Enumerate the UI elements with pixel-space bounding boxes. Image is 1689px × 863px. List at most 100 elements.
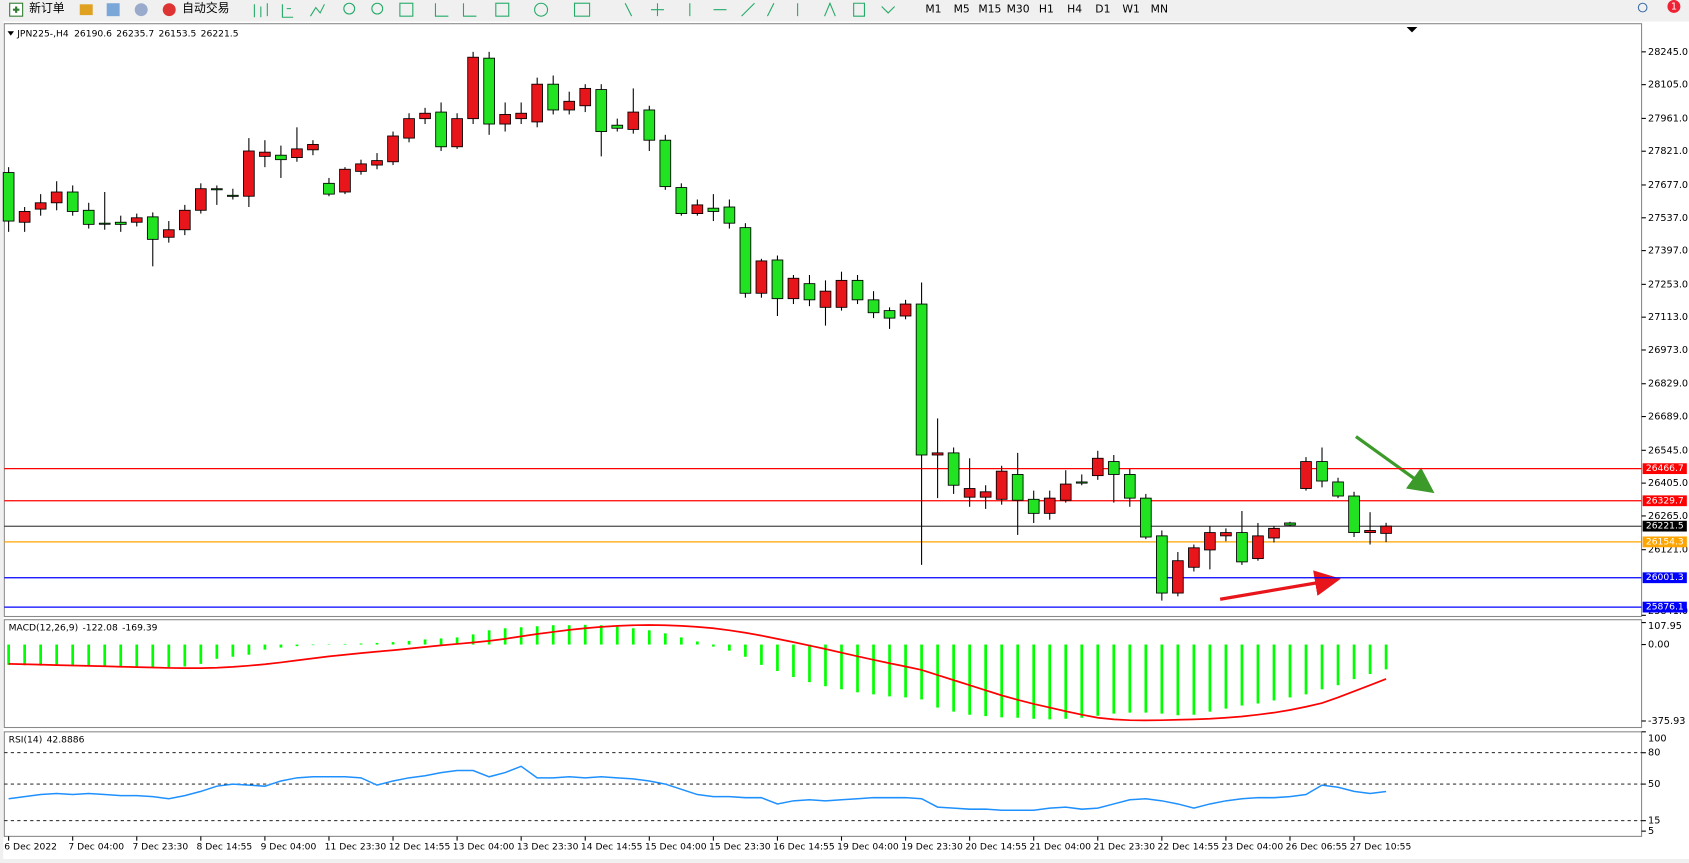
candle-body [947, 452, 960, 486]
candle-body [1300, 461, 1312, 489]
candle-body [162, 229, 175, 238]
candle-body [931, 452, 944, 456]
candle-body [611, 124, 624, 129]
candle-body [1156, 535, 1168, 594]
candle-body [1316, 461, 1328, 482]
candle-body [1172, 560, 1184, 594]
signal-line [8, 624, 1387, 722]
timeframe-button[interactable]: MN [1151, 3, 1168, 16]
x-tick-label: 26 Dec 06:55 [1286, 842, 1348, 853]
candle-body [1252, 535, 1264, 560]
y-tick-label: 80 [1648, 748, 1660, 759]
new-order-button[interactable]: 新订单 [9, 1, 65, 17]
candle-body [643, 109, 656, 141]
y-tick-label: 100 [1648, 733, 1667, 744]
candle-body [499, 113, 511, 125]
candle-body [339, 168, 351, 193]
candle-body [483, 57, 495, 125]
candle-body [979, 491, 992, 498]
timeframe-button[interactable]: M5 [954, 3, 970, 16]
candle-body [835, 279, 848, 308]
candle-body [323, 182, 335, 195]
search-icon[interactable] [1637, 2, 1648, 13]
x-tick-label: 12 Dec 14:55 [389, 842, 451, 853]
y-tick-label: 27961.0 [1648, 113, 1688, 124]
candle-body [851, 279, 864, 301]
toolbar [0, 0, 1689, 21]
candle-body [1059, 483, 1072, 501]
y-tick-label: 27677.0 [1648, 180, 1688, 191]
y-tick-label: 107.95 [1648, 621, 1682, 632]
candle-body [867, 299, 880, 314]
candle-body [387, 135, 399, 163]
candle-body [1380, 525, 1392, 534]
candle-body [1091, 457, 1104, 477]
signal-value: -169.39 [122, 622, 158, 633]
auto-trading-label[interactable]: 自动交易 [182, 1, 229, 15]
x-tick-label: 20 Dec 14:55 [965, 842, 1027, 853]
x-tick-label: 15 Dec 23:30 [709, 842, 771, 853]
new-order-label[interactable]: 新订单 [29, 1, 65, 15]
candle-body [515, 112, 527, 120]
candle-body [1332, 481, 1344, 497]
candle-body [1220, 532, 1232, 537]
y-tick-label: 28105.0 [1648, 80, 1688, 91]
shift-marker[interactable] [1406, 26, 1418, 33]
timeframe-button[interactable]: H4 [1067, 3, 1082, 16]
x-tick-label: 16 Dec 14:55 [773, 842, 835, 853]
y-tick-label: 5 [1648, 826, 1654, 837]
candle-body [18, 211, 31, 223]
alerts-count[interactable]: 1 [1671, 1, 1677, 12]
icon[interactable] [79, 4, 93, 16]
timeframe-button[interactable]: M30 [1007, 3, 1030, 16]
candle-body [963, 488, 976, 498]
candle-body [291, 148, 303, 158]
y-tick-label: 27253.0 [1648, 279, 1688, 290]
candle-body [227, 194, 239, 197]
rsi-value: 42.8886 [47, 734, 85, 745]
x-tick-label: 7 Dec 23:30 [132, 842, 188, 853]
y-tick-label: 26265.0 [1648, 511, 1688, 522]
timeframe-button[interactable]: D1 [1095, 3, 1110, 16]
candle-body [50, 191, 63, 204]
candle-body [579, 87, 592, 107]
candle-body [34, 202, 47, 210]
level-label-box [1642, 601, 1687, 613]
candle-body [1236, 532, 1248, 563]
header-close: 26221.5 [201, 28, 239, 39]
x-tick-label: 6 Dec 2022 [4, 842, 57, 853]
candle-body [146, 216, 159, 240]
symbol-dropdown[interactable] [7, 31, 15, 36]
auto-trading-button[interactable]: 自动交易 [162, 1, 230, 17]
level-label-box [1642, 536, 1687, 548]
x-tick-label: 22 Dec 14:55 [1158, 842, 1220, 853]
candle-body [451, 118, 463, 148]
icon[interactable] [106, 3, 120, 17]
x-tick-label: 27 Dec 10:55 [1350, 842, 1412, 853]
level-label: 26001.3 [1646, 572, 1684, 583]
x-tick-label: 21 Dec 23:30 [1093, 842, 1155, 853]
timeframe-button[interactable]: M1 [925, 3, 941, 16]
header-high: 26235.7 [116, 28, 154, 39]
candle-body [563, 100, 576, 111]
alerts-badge[interactable] [1667, 0, 1681, 13]
timeframe-button[interactable]: M15 [978, 3, 1001, 16]
header-low: 26153.5 [158, 28, 196, 39]
candle-body [1140, 497, 1152, 538]
candle-body [707, 207, 720, 212]
icon[interactable] [134, 3, 148, 17]
candle-body [627, 111, 640, 130]
main-panel [3, 23, 1643, 618]
y-tick-label: 27113.0 [1648, 312, 1688, 323]
macd-title: MACD(12,26,9) [9, 622, 79, 633]
candle-body [1364, 530, 1376, 534]
y-tick-label: 26545.0 [1648, 445, 1688, 456]
timeframe-button[interactable]: H1 [1039, 3, 1054, 16]
timeframe-button[interactable]: W1 [1122, 3, 1140, 16]
candle-body [899, 303, 912, 317]
x-tick-label: 23 Dec 04:00 [1222, 842, 1284, 853]
level-label: 25876.1 [1646, 602, 1684, 613]
candle-body [1204, 532, 1216, 551]
candle-body [66, 191, 79, 212]
